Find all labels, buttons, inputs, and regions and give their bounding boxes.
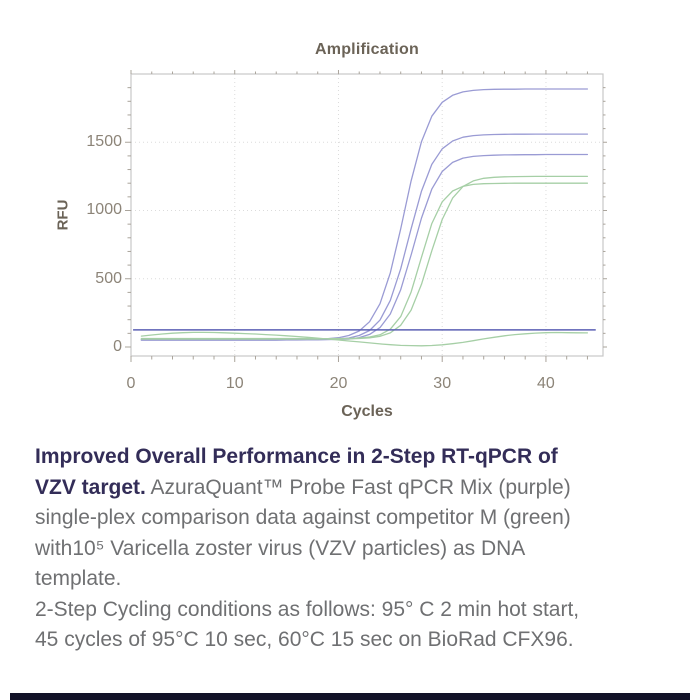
x-tick-label-0: 0 [126,375,136,392]
series-line-4 [140,175,589,340]
caption-line-7: 45 cycles of 95°C 10 sec, 60°C 15 sec on… [35,625,680,656]
caption-regular-text: 2-Step Cycling conditions as follows: 95… [35,597,580,621]
y-tick-label-1000: 1000 [86,201,122,219]
series-line-5 [140,331,589,347]
caption-regular-text: AzuraQuant™ Probe Fast qPCR Mix (purple) [145,475,571,499]
x-tick-label-10: 10 [225,375,244,392]
chart-title: Amplification [315,41,419,58]
caption-bold-text: VZV target. [35,475,146,499]
figure-caption: Improved Overall Performance in 2-Step R… [35,442,680,656]
caption-line-1: Improved Overall Performance in 2-Step R… [35,442,680,473]
x-tick-label-20: 20 [329,375,348,392]
series-line-3 [140,182,589,340]
y-tick-label-0: 0 [113,337,122,355]
y-tick-label-500: 500 [95,269,122,287]
x-tick-label-40: 40 [537,375,555,392]
x-axis-label: Cycles [341,403,393,420]
caption-line-6: 2-Step Cycling conditions as follows: 95… [35,595,680,626]
caption-bold-text: Improved Overall Performance in 2-Step R… [35,445,558,468]
series-line-2 [140,153,589,341]
caption-line-5: template. [35,564,680,595]
caption-line-2: VZV target. AzuraQuant™ Probe Fast qPCR … [35,473,680,504]
caption-regular-text: with10⁵ Varicella zoster virus (VZV part… [35,536,526,560]
amplification-chart [125,70,607,362]
series-line-0 [140,88,589,341]
footer-divider-bar [10,693,690,700]
x-tick-label-30: 30 [433,375,452,392]
caption-regular-text: single-plex comparison data against comp… [35,506,571,529]
y-tick-label-1500: 1500 [86,133,122,151]
series-line-1 [140,133,589,341]
caption-line-4: with10⁵ Varicella zoster virus (VZV part… [35,534,680,565]
caption-line-3: single-plex comparison data against comp… [35,503,680,534]
caption-regular-text: template. [35,567,122,590]
caption-regular-text: 45 cycles of 95°C 10 sec, 60°C 15 sec on… [35,628,574,651]
